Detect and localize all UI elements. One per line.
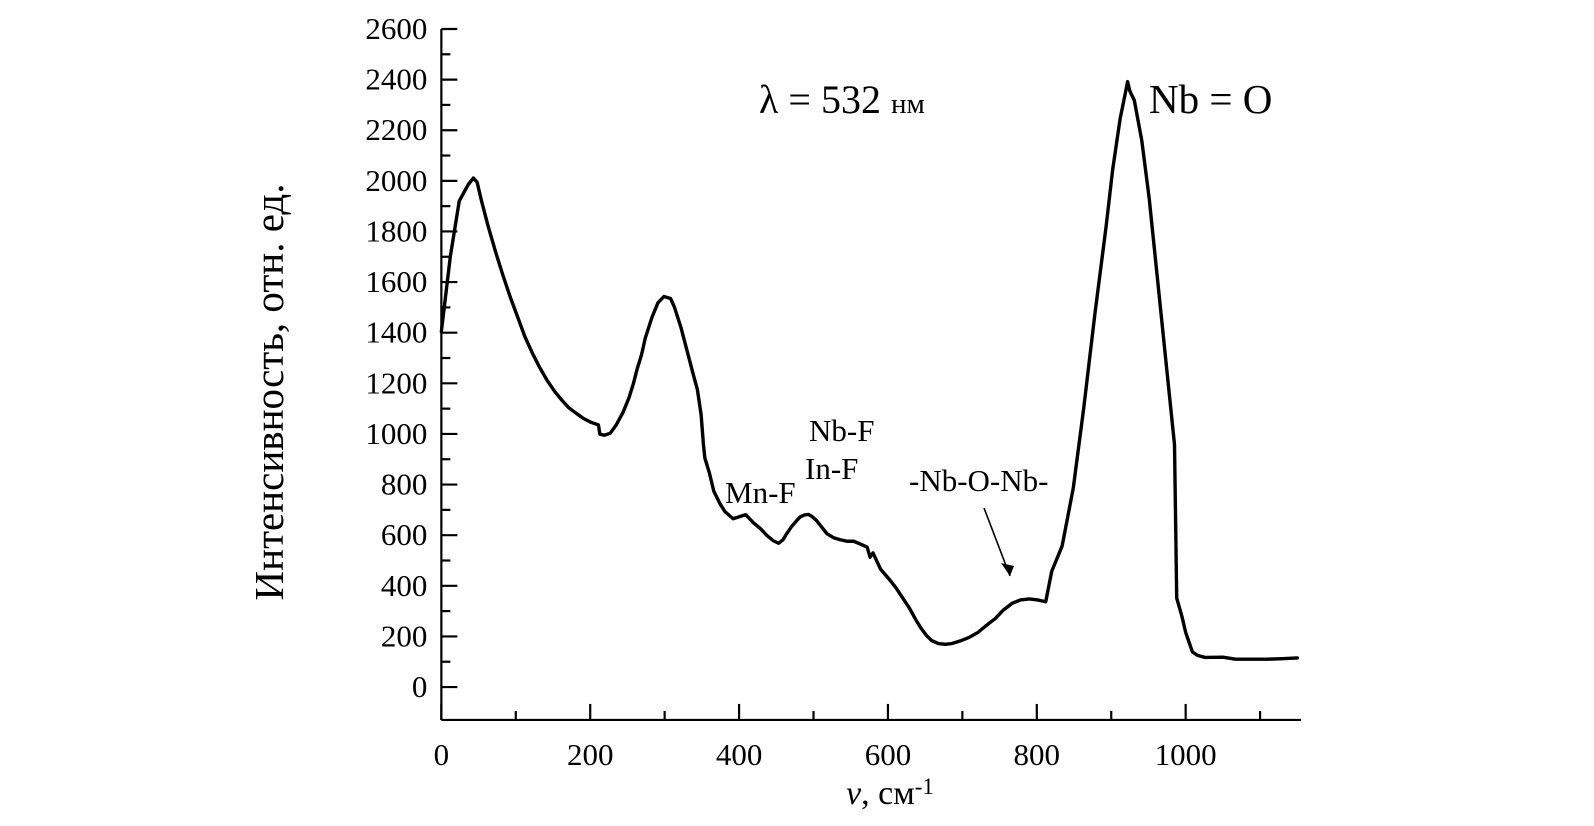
svg-text:2000: 2000	[365, 163, 427, 198]
svg-text:In-F: In-F	[805, 451, 858, 486]
svg-text:Интенсивность, отн. ед.: Интенсивность, отн. ед.	[246, 184, 292, 601]
svg-text:1200: 1200	[365, 365, 427, 400]
svg-text:2200: 2200	[365, 112, 427, 147]
svg-text:200: 200	[381, 618, 428, 653]
svg-text:1000: 1000	[1155, 737, 1217, 772]
svg-text:2600: 2600	[365, 11, 427, 46]
svg-text:0: 0	[412, 669, 428, 704]
svg-text:ν, см-1: ν, см-1	[846, 774, 934, 812]
svg-text:-Nb-O-Nb-: -Nb-O-Nb-	[909, 463, 1048, 498]
svg-text:1000: 1000	[365, 416, 427, 451]
svg-text:400: 400	[381, 568, 428, 603]
svg-text:800: 800	[1014, 737, 1061, 772]
svg-text:600: 600	[381, 517, 428, 552]
svg-text:200: 200	[567, 737, 614, 772]
svg-text:λ = 532 нм: λ = 532 нм	[759, 77, 925, 122]
svg-text:600: 600	[865, 737, 912, 772]
svg-text:1400: 1400	[365, 315, 427, 350]
svg-text:1800: 1800	[365, 213, 427, 248]
svg-text:Mn-F: Mn-F	[725, 475, 796, 510]
svg-text:Nb = O: Nb = O	[1149, 76, 1272, 122]
svg-text:800: 800	[381, 467, 428, 502]
svg-text:Nb-F: Nb-F	[809, 413, 874, 448]
svg-text:400: 400	[716, 737, 763, 772]
svg-text:0: 0	[434, 737, 450, 772]
svg-text:1600: 1600	[365, 264, 427, 299]
svg-text:2400: 2400	[365, 62, 427, 97]
